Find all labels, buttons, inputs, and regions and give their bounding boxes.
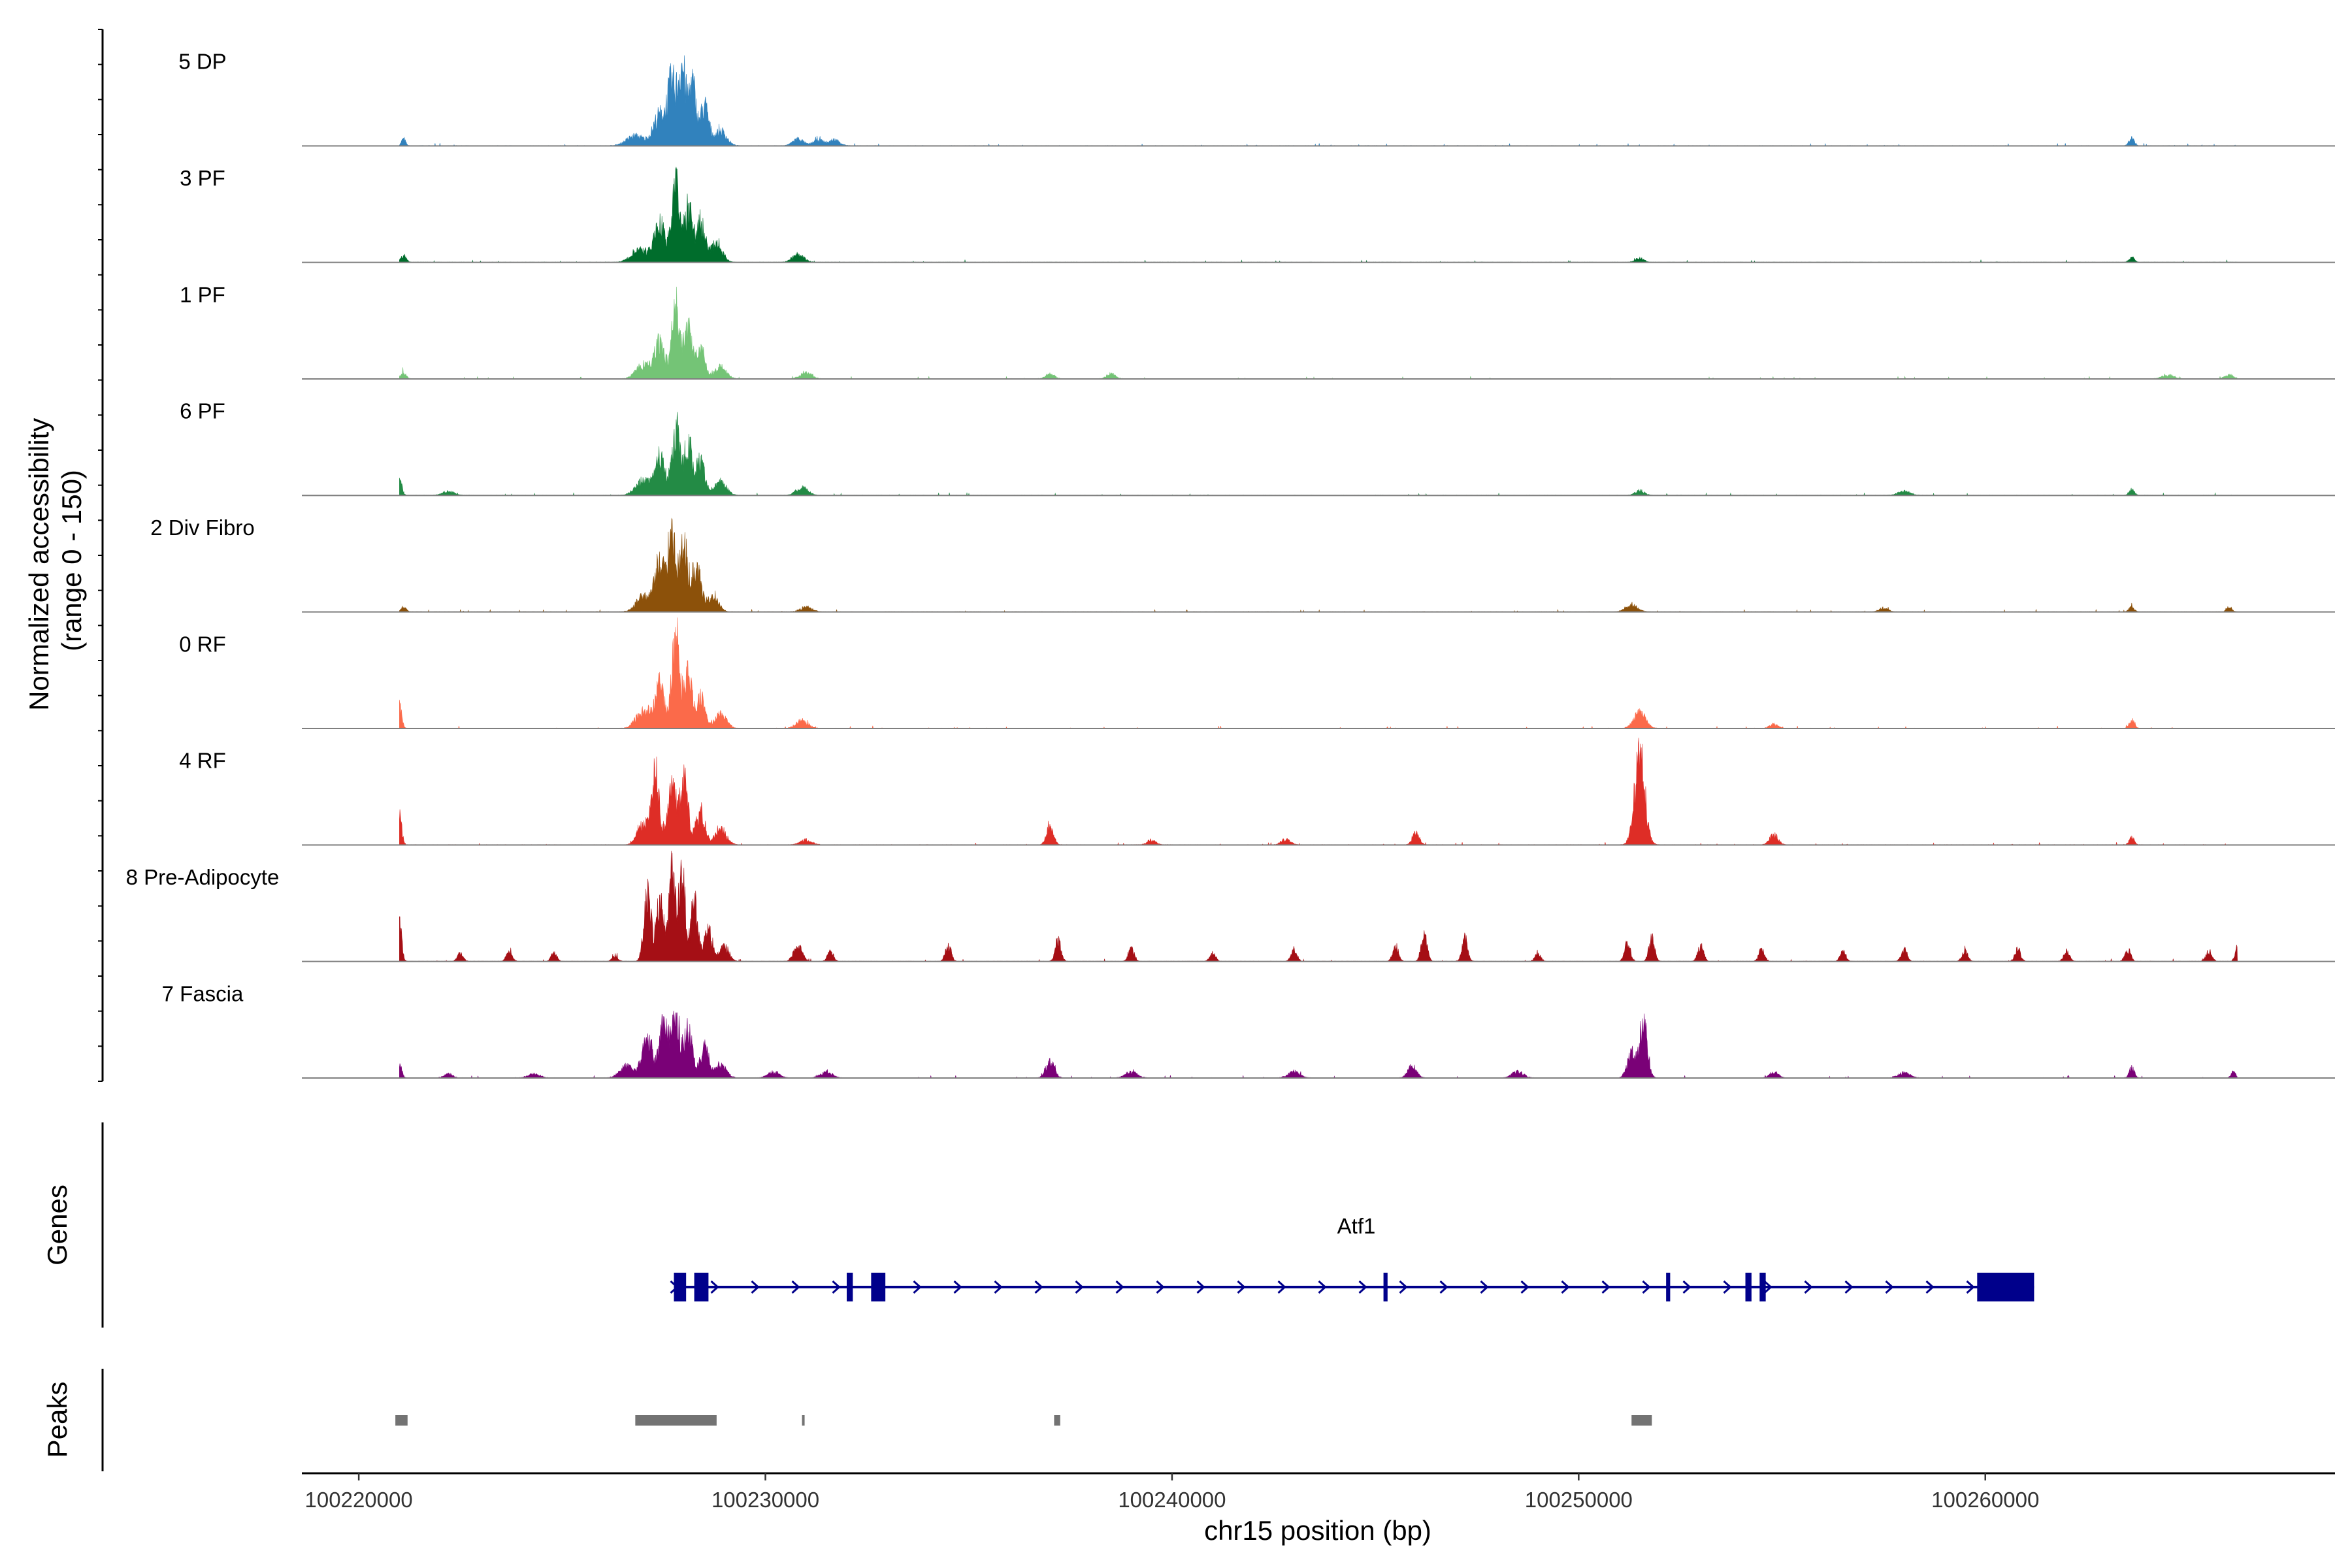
- peak-track: [395, 1415, 1652, 1426]
- coverage-area: [399, 617, 2238, 729]
- x-tick-label: 100230000: [711, 1488, 819, 1512]
- track-label: 3 PF: [180, 166, 225, 190]
- y-axis-title-line2: (range 0 - 150): [56, 470, 87, 651]
- strand-arrow: [1601, 1280, 1610, 1294]
- y-axis-title: Normalized accessibility (range 0 - 150): [24, 410, 87, 711]
- strand-arrow: [1034, 1280, 1043, 1294]
- genes-axis-title: Genes: [42, 1184, 73, 1266]
- gene-exon: [1977, 1273, 2034, 1301]
- coverage-area: [399, 1011, 2238, 1079]
- gene-exon: [871, 1273, 886, 1301]
- strand-arrow: [832, 1280, 841, 1294]
- x-tick-label: 100250000: [1525, 1488, 1633, 1512]
- peak-region: [802, 1415, 805, 1426]
- track-label: 5 DP: [178, 50, 226, 74]
- coverage-area: [399, 55, 2238, 146]
- peak-region: [395, 1415, 408, 1426]
- strand-arrow: [1682, 1280, 1691, 1294]
- x-axis-ticks: 100220000 100230000 100240000 100250000 1002…: [305, 1473, 2039, 1512]
- peak-region: [635, 1415, 717, 1426]
- strand-arrow: [791, 1280, 800, 1294]
- track-label: 2 Div Fibro: [150, 515, 255, 540]
- strand-arrow: [1642, 1280, 1651, 1294]
- track-label: 1 PF: [180, 282, 225, 306]
- gene-exon: [1666, 1273, 1671, 1301]
- strand-arrow: [1844, 1280, 1854, 1294]
- strand-arrow: [1318, 1280, 1327, 1294]
- track-label: 8 Pre-Adipocyte: [126, 865, 280, 889]
- track-label: 7 Fascia: [162, 981, 244, 1005]
- strand-arrow: [751, 1280, 760, 1294]
- x-tick-label: 100220000: [305, 1488, 413, 1512]
- gene-track: [670, 1273, 2034, 1301]
- strand-arrow: [1925, 1280, 1935, 1294]
- strand-arrow: [1196, 1280, 1205, 1294]
- y-axis-title-line1: Normalized accessibility: [24, 418, 54, 711]
- peaks-axis-title: Peaks: [42, 1382, 73, 1458]
- x-axis-title: chr15 position (bp): [1204, 1515, 1431, 1546]
- strand-arrow: [1156, 1280, 1165, 1294]
- peak-region: [1631, 1415, 1652, 1426]
- strand-arrow: [1358, 1280, 1367, 1294]
- gene-exon: [1383, 1273, 1388, 1301]
- track-label: 0 RF: [179, 632, 226, 656]
- coverage-area: [399, 166, 2238, 263]
- gene-exon: [674, 1273, 687, 1301]
- strand-arrow: [1399, 1280, 1408, 1294]
- track-3-pf: 3 PF: [180, 166, 2335, 263]
- strand-arrow: [1237, 1280, 1246, 1294]
- track-4-rf: 4 RF: [179, 738, 2335, 846]
- x-tick-label: 100240000: [1118, 1488, 1226, 1512]
- track-label: 6 PF: [180, 399, 225, 423]
- x-tick-label: 100260000: [1931, 1488, 2039, 1512]
- strand-arrow: [1520, 1280, 1529, 1294]
- strand-arrow: [953, 1280, 962, 1294]
- gene-exon: [847, 1273, 853, 1301]
- accessibility-y-ticks: [98, 29, 103, 1082]
- track-1-pf: 1 PF: [180, 282, 2335, 380]
- strand-arrow: [1075, 1280, 1084, 1294]
- strand-arrow: [1723, 1280, 1732, 1294]
- coverage-area: [399, 738, 2238, 845]
- gene-exon: [1759, 1273, 1766, 1301]
- track-6-pf: 6 PF: [180, 399, 2335, 497]
- strand-arrow: [1966, 1280, 1975, 1294]
- coverage-tracks: 5 DP 3 PF 1 PF 6 PF 2 Div Fibro 0 RF 4 RF 8 Pre…: [126, 50, 2335, 1079]
- strand-arrow: [710, 1280, 719, 1294]
- gene-exon: [694, 1273, 709, 1301]
- coverage-area: [399, 851, 2238, 962]
- track-8-pre-adipocyte: 8 Pre-Adipocyte: [126, 851, 2335, 962]
- strand-arrow: [1885, 1280, 1894, 1294]
- track-5-dp: 5 DP: [178, 50, 2335, 147]
- track-label: 4 RF: [179, 749, 226, 773]
- strand-arrow: [1763, 1280, 1772, 1294]
- track-7-fascia: 7 Fascia: [162, 981, 2335, 1079]
- peak-region: [1054, 1415, 1060, 1426]
- strand-arrow: [913, 1280, 922, 1294]
- strand-arrow: [1480, 1280, 1489, 1294]
- strand-arrow: [1277, 1280, 1286, 1294]
- strand-arrow: [994, 1280, 1003, 1294]
- strand-arrow: [1115, 1280, 1124, 1294]
- gene-exon: [1745, 1273, 1752, 1301]
- strand-arrow: [1439, 1280, 1448, 1294]
- track-2-div-fibro: 2 Div Fibro: [150, 515, 2335, 613]
- strand-arrow: [1804, 1280, 1813, 1294]
- coverage-area: [399, 517, 2238, 613]
- track-0-rf: 0 RF: [179, 617, 2335, 729]
- gene-label: Atf1: [1337, 1214, 1376, 1238]
- coverage-area: [399, 412, 2238, 496]
- strand-arrow: [1561, 1280, 1570, 1294]
- coverage-area: [399, 286, 2238, 380]
